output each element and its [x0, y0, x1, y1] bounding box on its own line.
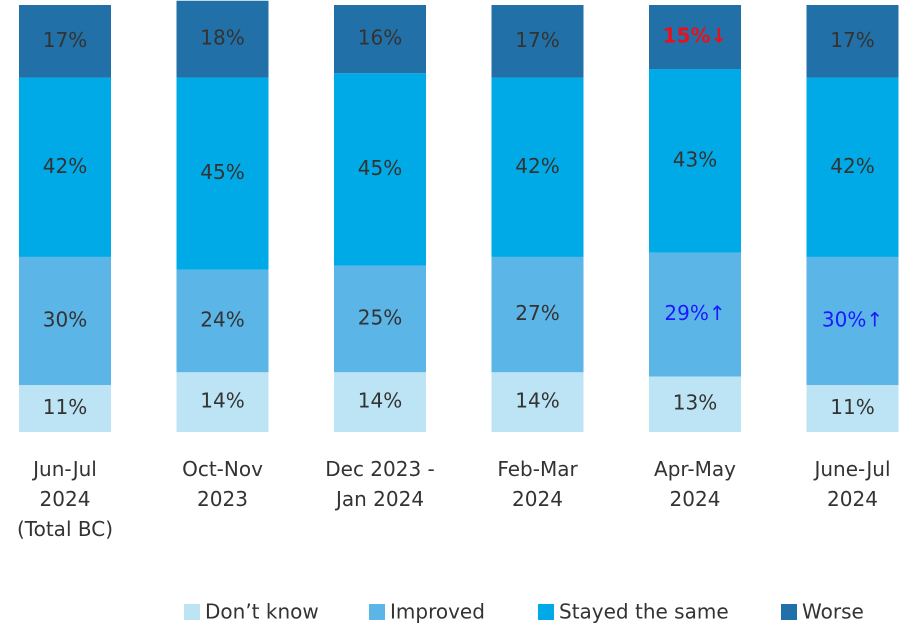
bar-segment — [19, 385, 111, 432]
data-label: 13% — [673, 391, 717, 415]
bar-segment — [649, 69, 741, 253]
bar-segment — [334, 372, 426, 432]
bar-segment — [334, 265, 426, 373]
data-label: 29%↑ — [664, 301, 725, 325]
data-label: 45% — [358, 156, 402, 180]
x-tick-label: Oct-Nov 2023 — [182, 457, 263, 511]
bar-segment — [176, 372, 269, 432]
data-label: 11% — [43, 395, 87, 419]
x-tick-label: June-Jul 2024 — [812, 457, 890, 511]
data-label: 42% — [43, 154, 87, 178]
data-label: 24% — [200, 307, 244, 331]
legend-swatch — [369, 604, 385, 620]
bar-segment — [176, 77, 269, 270]
x-tick-label: Jun-Jul 2024 (Total BC) — [17, 457, 113, 541]
bar-segment — [649, 5, 741, 70]
bar-segment — [491, 372, 584, 432]
data-label: 43% — [673, 147, 717, 171]
data-label: 17% — [43, 28, 87, 52]
bar-segment — [806, 77, 899, 257]
legend-swatch — [781, 604, 797, 620]
bar-segment — [806, 5, 899, 78]
x-tick-label: Feb-Mar 2024 — [497, 457, 578, 511]
data-label: 42% — [515, 154, 559, 178]
bar-segment — [334, 73, 426, 266]
data-label: 17% — [515, 28, 559, 52]
data-label: 14% — [200, 389, 244, 413]
data-label: 11% — [830, 395, 874, 419]
data-label: 16% — [358, 26, 402, 50]
bar-segment — [19, 256, 111, 386]
bar-segment — [176, 269, 269, 373]
legend-label: Stayed the same — [559, 600, 729, 624]
data-label: 30%↑ — [822, 307, 883, 331]
bar-segment — [334, 5, 426, 74]
data-label: 14% — [515, 389, 559, 413]
data-label: 42% — [830, 154, 874, 178]
data-label: 18% — [200, 26, 244, 50]
legend-swatch — [538, 604, 554, 620]
legend-label: Don’t know — [205, 600, 319, 624]
legend-label: Improved — [390, 600, 485, 624]
bar-segment — [19, 5, 111, 78]
data-label: 15%↓ — [663, 24, 728, 48]
data-label: 25% — [358, 305, 402, 329]
bar-segment — [806, 256, 899, 386]
data-label: 45% — [200, 160, 244, 184]
bar-segment — [491, 256, 584, 373]
data-label: 27% — [515, 301, 559, 325]
bar-segment — [176, 0, 269, 78]
bar-segment — [491, 77, 584, 257]
legend-label: Worse — [802, 600, 864, 624]
data-label: 17% — [830, 28, 874, 52]
bar-segment — [649, 252, 741, 377]
x-tick-label: Apr-May 2024 — [654, 457, 736, 511]
data-label: 30% — [43, 307, 87, 331]
bar-segment — [806, 385, 899, 432]
legend-swatch — [184, 604, 200, 620]
x-tick-label: Dec 2023 -Jan 2024 — [325, 457, 435, 511]
bar-segment — [19, 77, 111, 257]
data-label: 14% — [358, 389, 402, 413]
bar-segment — [649, 376, 741, 432]
bar-segment — [491, 5, 584, 78]
